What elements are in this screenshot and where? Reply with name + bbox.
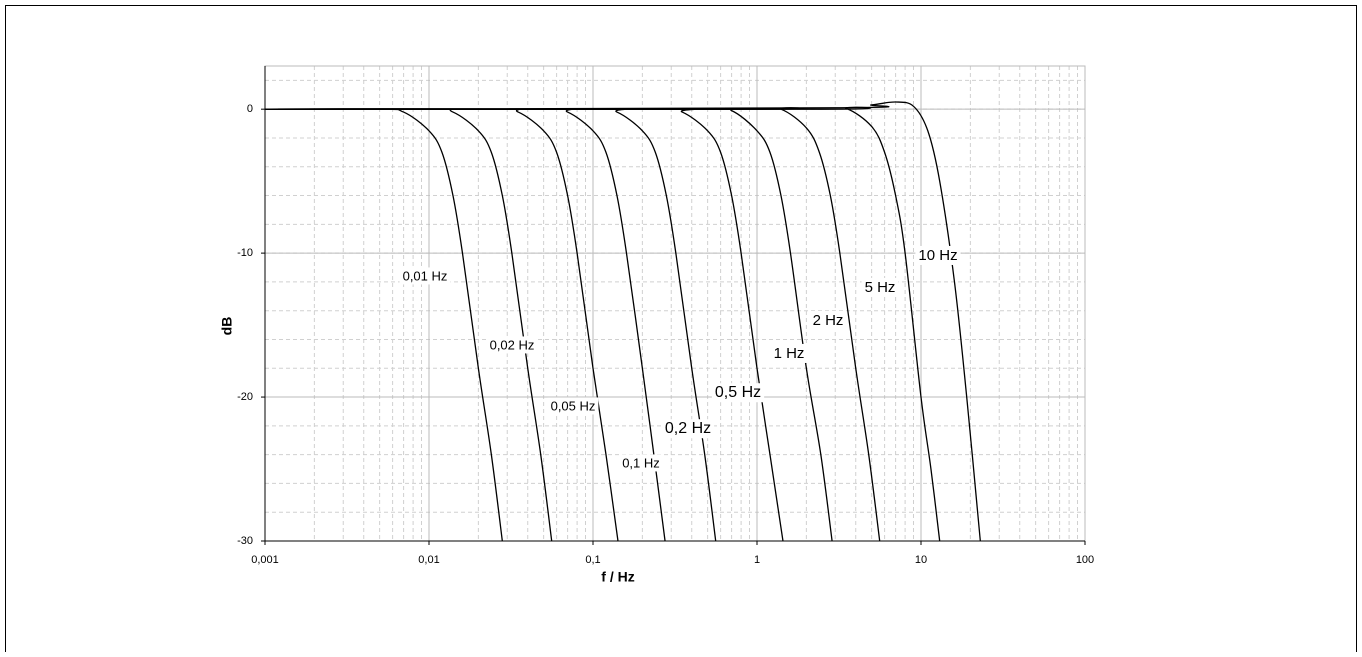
x-tick-label: 0,1 — [585, 554, 600, 566]
curve-label: 0,1 Hz — [622, 455, 660, 470]
curve-label: 0,05 Hz — [551, 398, 596, 413]
curve — [264, 101, 981, 542]
x-tick-label: 0,01 — [418, 554, 439, 566]
y-tick-label: -20 — [237, 391, 253, 403]
curve-label: 10 Hz — [918, 247, 957, 264]
curve-label: 0,01 Hz — [403, 268, 448, 283]
x-axis-label: f / Hz — [601, 569, 634, 585]
curve-label-bg — [399, 267, 451, 285]
curve-label-bg — [770, 343, 808, 363]
y-tick-label: -30 — [237, 535, 253, 547]
curve-label-bg — [861, 277, 899, 297]
curve — [264, 106, 941, 542]
curve — [265, 107, 881, 542]
plot-area — [264, 65, 1086, 542]
x-tick-label: 0,001 — [251, 554, 279, 566]
curve — [264, 107, 833, 542]
curve — [264, 108, 717, 542]
curve-label-bg — [915, 245, 961, 265]
curve-label-bg — [661, 419, 715, 439]
y-tick-label: -10 — [237, 247, 253, 259]
x-tick-label: 100 — [1076, 554, 1094, 566]
curve-label: 5 Hz — [865, 279, 896, 296]
curve-label-bg — [547, 397, 599, 415]
x-tick-label: 10 — [915, 554, 927, 566]
curve-label-bg — [809, 310, 847, 330]
curve — [264, 108, 619, 542]
curve-label: 2 Hz — [813, 312, 844, 329]
curve — [264, 108, 784, 542]
curve-label: 0,2 Hz — [665, 420, 711, 437]
y-axis-label: dB — [219, 317, 235, 336]
curve-label-bg — [486, 336, 538, 354]
curve-label: 0,5 Hz — [715, 384, 761, 401]
curve-label-bg — [711, 383, 765, 403]
curve-label: 1 Hz — [774, 345, 805, 362]
curve-label: 0,02 Hz — [490, 337, 535, 352]
curve — [264, 108, 503, 542]
curve — [264, 108, 666, 542]
x-tick-label: 1 — [754, 554, 760, 566]
y-tick-label: 0 — [247, 103, 253, 115]
curve-label-bg — [619, 454, 663, 472]
curve — [264, 108, 553, 542]
frame — [5, 5, 1357, 657]
